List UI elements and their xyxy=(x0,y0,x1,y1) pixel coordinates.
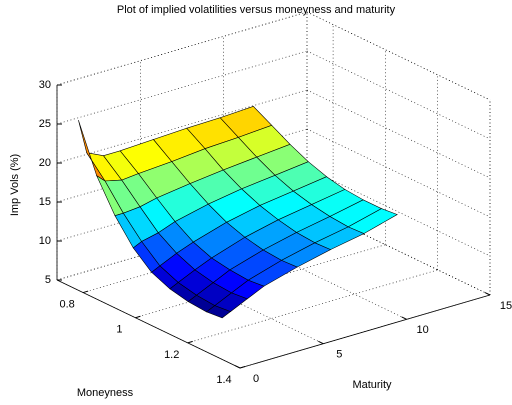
x-tick xyxy=(239,366,246,369)
x-tick-label: 0.8 xyxy=(59,298,74,310)
grid-line xyxy=(56,89,491,179)
y-tick xyxy=(484,292,491,296)
y-axis-label: Maturity xyxy=(352,379,392,391)
y-tick xyxy=(401,316,407,320)
y-tick xyxy=(234,365,241,369)
grid-line xyxy=(56,11,491,101)
z-tick-label: 10 xyxy=(39,235,51,247)
z-tick-label: 5 xyxy=(45,274,51,286)
z-tick-label: 20 xyxy=(39,157,51,169)
grid-line xyxy=(187,74,438,344)
z-tick-label: 30 xyxy=(39,79,51,91)
grid-line xyxy=(56,50,491,140)
y-tick-label: 5 xyxy=(336,349,342,361)
y-tick-label: 0 xyxy=(253,373,259,385)
z-tick-label: 15 xyxy=(39,196,51,208)
axis-line xyxy=(56,85,491,369)
y-tick-label: 10 xyxy=(417,324,429,336)
x-tick xyxy=(187,340,193,344)
z-axis-label: Imp Vols (%) xyxy=(9,154,21,216)
chart-title: Plot of implied volatilities versus mone… xyxy=(117,4,396,16)
y-tick-label: 15 xyxy=(500,300,512,312)
x-tick-label: 1.4 xyxy=(216,374,231,386)
x-tick xyxy=(135,315,141,319)
x-tick xyxy=(82,290,89,294)
y-tick xyxy=(318,340,324,345)
x-axis-label: Moneyness xyxy=(77,387,134,399)
x-tick-label: 1.2 xyxy=(164,349,179,361)
z-tick-label: 25 xyxy=(39,118,51,130)
surface-patch xyxy=(205,305,232,319)
x-tick-label: 1 xyxy=(116,324,122,336)
